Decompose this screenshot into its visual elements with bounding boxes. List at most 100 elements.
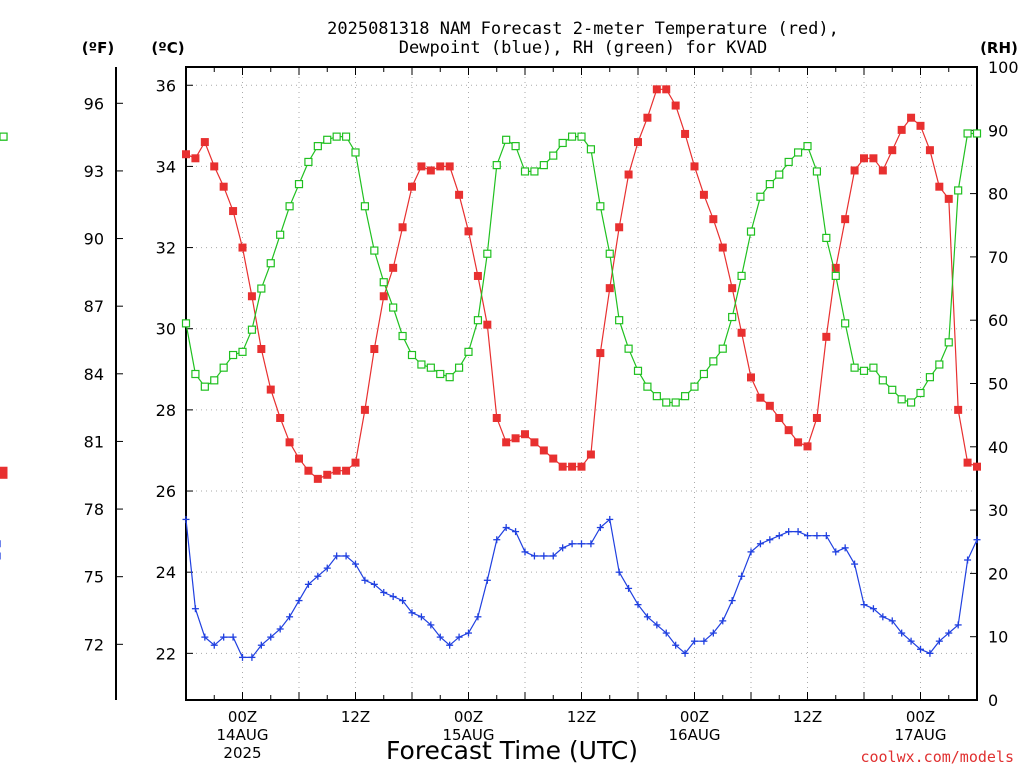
dewpoint-point <box>483 576 491 584</box>
series-rh <box>0 129 982 407</box>
temperature-point <box>765 401 774 410</box>
temperature-point <box>803 442 812 451</box>
dewpoint-point <box>785 528 793 536</box>
rh-point <box>341 132 351 141</box>
rh-point <box>398 331 407 341</box>
rh-point <box>266 259 275 268</box>
dewpoint-point <box>191 605 199 613</box>
rh-point <box>859 366 869 375</box>
temperature-point <box>878 166 887 175</box>
temperature-point <box>417 162 426 171</box>
y-tick-label-c: 32 <box>156 239 176 258</box>
temperature-point <box>426 166 435 175</box>
series-layer <box>0 85 982 661</box>
dewpoint-point <box>182 515 190 523</box>
rh-point <box>972 129 982 138</box>
rh-point <box>699 369 709 379</box>
celsius-unit-label: (ºC) <box>151 39 184 57</box>
dewpoint-point <box>229 633 237 641</box>
dewpoint-point <box>267 633 275 641</box>
rh-point <box>633 366 643 375</box>
temperature-point <box>323 470 332 479</box>
dewpoint-point <box>625 584 633 592</box>
rh-point <box>558 138 567 148</box>
temperature-point <box>370 345 379 354</box>
temperature-point <box>615 223 624 232</box>
rh-point <box>605 249 614 258</box>
y-tick-label-c: 28 <box>156 401 176 420</box>
rh-point <box>502 135 511 144</box>
temperature-point <box>681 129 690 138</box>
rh-point <box>200 382 209 391</box>
dewpoint-point <box>954 621 962 629</box>
dewpoint-point <box>389 593 397 601</box>
dewpoint-point <box>700 637 708 645</box>
dewpoint-point <box>662 629 670 637</box>
y-tick-label-c: 36 <box>156 76 176 95</box>
dewpoint-point <box>860 601 868 609</box>
rh-point <box>888 385 897 394</box>
dewpoint-point <box>521 548 529 556</box>
temperature-point <box>191 154 200 163</box>
temperature-point <box>445 162 454 171</box>
temperature-point <box>332 466 341 475</box>
rh-point <box>850 363 859 372</box>
temperature-point <box>775 413 784 422</box>
rh-point <box>897 395 906 404</box>
dewpoint-point <box>220 633 228 641</box>
dewpoint-point <box>917 645 924 653</box>
rh-point <box>624 344 633 353</box>
y-tick-label-rh: 20 <box>988 564 1008 583</box>
rh-point <box>954 186 963 195</box>
rh-point <box>963 129 972 138</box>
temperature-point <box>699 190 708 199</box>
chart-title-line2: Dewpoint (blue), RH (green) for KVAD <box>399 38 767 58</box>
rh-point <box>906 398 916 407</box>
rh-point <box>426 363 435 372</box>
temperature-point <box>605 284 614 293</box>
temperature-point <box>295 454 303 463</box>
dewpoint-point <box>907 637 915 645</box>
dewpoint-point <box>775 532 783 540</box>
temperature-point <box>577 462 586 471</box>
y-tick-label-rh: 50 <box>988 375 1008 394</box>
y-tick-label-c: 24 <box>156 563 176 582</box>
dewpoint-point <box>465 629 472 637</box>
temperature-point <box>963 458 972 467</box>
rh-point <box>586 145 596 154</box>
x-tick-label: 00Z <box>906 708 935 726</box>
rh-point <box>690 382 699 391</box>
temperature-point <box>247 292 256 301</box>
temperature-point <box>916 121 925 130</box>
rh-point <box>935 360 944 369</box>
rh-point <box>878 376 887 385</box>
temperature-point <box>238 243 247 252</box>
temperature-point <box>502 438 511 447</box>
temperature-point <box>492 413 501 422</box>
temperature-point <box>634 138 642 147</box>
rh-point <box>539 161 548 170</box>
temperature-point <box>860 154 868 163</box>
rh-point <box>662 398 671 407</box>
rh-point <box>351 148 360 157</box>
rh-point <box>728 312 737 322</box>
temperature-point <box>709 215 718 224</box>
temperature-point <box>276 413 285 422</box>
temperature-point <box>389 263 398 272</box>
temperature-point <box>954 405 963 414</box>
rh-point <box>492 161 501 170</box>
x-tick-label: 14AUG <box>217 726 269 744</box>
temperature-point <box>897 125 906 134</box>
dewpoint-point <box>615 568 623 576</box>
temperature-point <box>973 462 981 471</box>
temperature-point <box>907 113 916 122</box>
rh-point <box>718 344 727 353</box>
y-tick-label-c: 22 <box>156 644 176 663</box>
dewpoint-point <box>935 637 943 645</box>
dewpoint-point <box>370 580 378 588</box>
temperature-point <box>408 182 416 191</box>
rh-point <box>822 233 831 243</box>
rh-point <box>360 202 370 211</box>
temperature-point <box>530 438 539 447</box>
dewpoint-point <box>304 580 312 588</box>
